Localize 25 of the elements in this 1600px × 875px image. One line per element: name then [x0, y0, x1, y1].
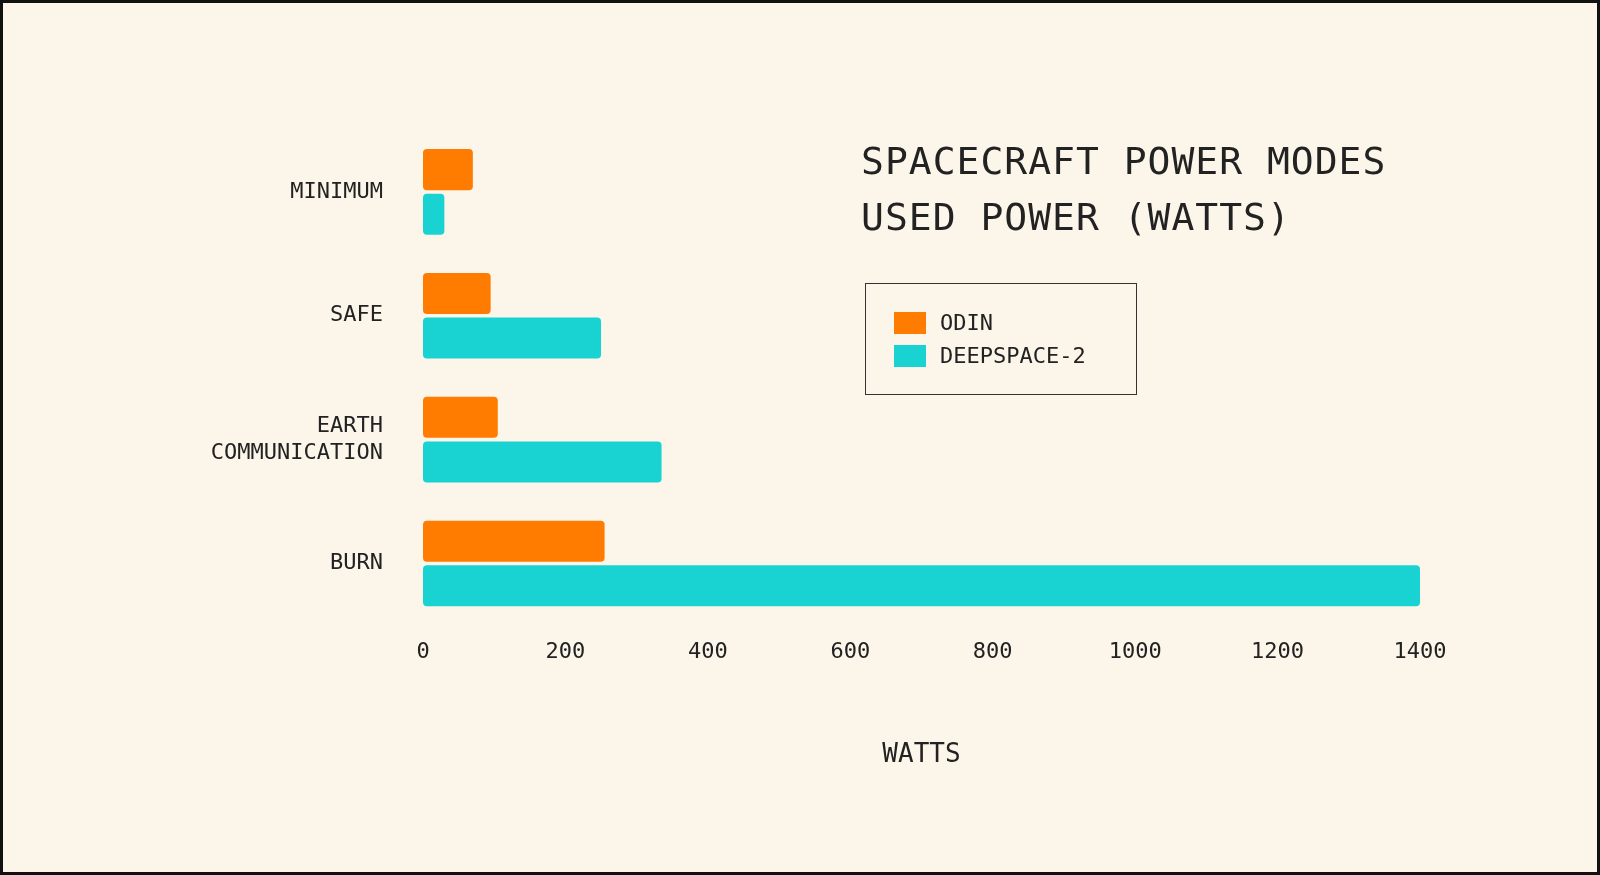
x-tick-label: 800 [972, 638, 1013, 664]
legend-label: ODIN [940, 310, 993, 335]
bar [423, 396, 498, 438]
text: USED POWER (WATTS) [861, 194, 1292, 241]
y-tick-label: MINIMUM [290, 177, 383, 203]
y-tick-label: BURN [330, 549, 383, 575]
x-tick-label: 1200 [1251, 638, 1305, 664]
x-tick-label: 1400 [1393, 638, 1447, 664]
bar [423, 441, 662, 483]
x-axis-title: WATTS [882, 738, 961, 769]
x-tick-label: 600 [830, 638, 871, 664]
x-tick-label: 0 [416, 638, 430, 664]
bar [423, 317, 602, 359]
bar [423, 520, 605, 562]
bar [423, 272, 491, 314]
bar [423, 149, 473, 191]
chart-title: SPACECRAFT POWER MODES [861, 138, 1387, 185]
bar [423, 193, 445, 235]
bar [423, 565, 1420, 607]
x-tick-label: 400 [687, 638, 728, 664]
y-tick-label: SAFE [330, 301, 383, 327]
x-tick-label: 1000 [1108, 638, 1162, 664]
legend-label: DEEPSPACE-2 [940, 343, 1086, 368]
y-tick-label: EARTH COMMUNICATION [210, 412, 383, 464]
x-tick-label: 200 [545, 638, 586, 664]
